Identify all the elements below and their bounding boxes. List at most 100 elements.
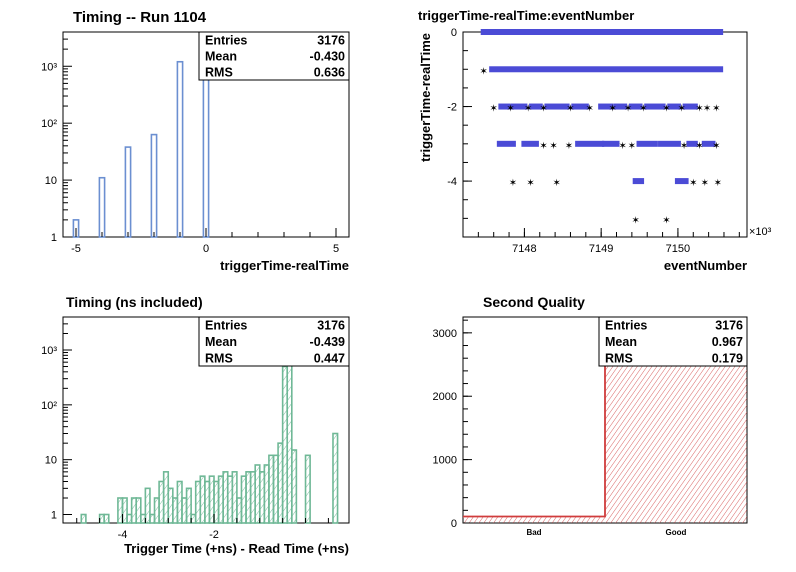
- y-tick-label: 0: [451, 518, 457, 530]
- y-tick-label: 1: [51, 232, 57, 244]
- stats-frame: [198, 316, 350, 367]
- category-label: Good: [666, 528, 687, 537]
- scatter-point: ✶: [695, 104, 703, 115]
- scatter-point: ✶: [632, 215, 640, 226]
- x-tick-label: -4: [118, 529, 128, 541]
- scatter-point: ✶: [712, 104, 720, 115]
- x-tick-label: -2: [209, 529, 219, 541]
- scatter-point: ✶: [524, 104, 532, 115]
- stats-label: RMS: [605, 351, 633, 365]
- scatter-point: ✶: [703, 104, 711, 115]
- x-axis-label: eventNumber: [664, 258, 747, 273]
- scatter-point: ✶: [480, 66, 488, 77]
- scatter-point: ✶: [565, 141, 573, 152]
- stats-value: 3176: [317, 33, 345, 47]
- scatter-point: ✶: [714, 178, 722, 189]
- y-tick-label: 2000: [433, 391, 457, 403]
- scatter-point-cluster: [496, 140, 516, 147]
- stats-label: RMS: [205, 351, 233, 365]
- x-axis-label: triggerTime-realTime: [220, 258, 349, 273]
- scatter-point-cluster: [644, 103, 666, 110]
- panel-second-quality: Second Quality 0 1000 2000 3000 Bad Good Entr…: [433, 294, 748, 537]
- y-tick-label: 10: [45, 455, 57, 467]
- scatter-point-cluster: [682, 103, 698, 110]
- scatter-point: ✶: [624, 104, 632, 115]
- scatter-point: ✶: [695, 141, 703, 152]
- y-tick-label: 10³: [41, 345, 57, 357]
- histogram-bin: [332, 432, 339, 524]
- stats-label: Entries: [605, 319, 647, 333]
- stats-box: Entries 3176 Mean 0.967 RMS 0.179: [598, 316, 748, 367]
- x-tick-label: -5: [71, 243, 81, 255]
- scatter-point-cluster: [480, 29, 724, 35]
- histogram-bin: [80, 513, 87, 524]
- scatter-point-cluster: [598, 103, 614, 110]
- scatter-point: ✶: [539, 104, 547, 115]
- stats-value: 0.447: [314, 351, 345, 365]
- x-tick-label: 0: [203, 243, 209, 255]
- scatter-point-cluster: [686, 140, 698, 147]
- scatter-point-cluster: [521, 140, 539, 147]
- scatter-point: ✶: [552, 178, 560, 189]
- histogram-bin: [185, 487, 192, 524]
- x-tick-label: 5: [333, 243, 339, 255]
- scatter-point-cluster: [701, 140, 716, 147]
- bar: [463, 516, 605, 523]
- panel-scatter: triggerTime-realTime:eventNumber 0 -2 -4 71…: [418, 8, 772, 273]
- stats-frame: [598, 316, 748, 367]
- y-tick-label: -4: [447, 176, 457, 188]
- x-axis-multiplier: ×10³: [749, 226, 772, 238]
- y-tick-label: 10³: [41, 61, 57, 73]
- y-tick-label: 10²: [41, 400, 57, 412]
- scatter-point-cluster: [510, 103, 528, 110]
- stats-frame: [198, 31, 350, 81]
- scatter-point-cluster: [529, 103, 543, 110]
- stats-label: Entries: [205, 319, 247, 333]
- histogram-bin: [304, 454, 311, 524]
- scatter-point: ✶: [628, 141, 636, 152]
- scatter-point: ✶: [639, 104, 647, 115]
- histogram-bin: [103, 513, 110, 524]
- stats-value: 3176: [715, 319, 743, 333]
- panel-timing-ns: Timing (ns included) 1 10 10² 10³ -4 -2 Trigg…: [41, 294, 350, 556]
- scatter-point-cluster: [575, 140, 605, 147]
- scatter-point: ✶: [618, 141, 626, 152]
- chart-title: Timing (ns included): [66, 294, 203, 310]
- scatter-point: ✶: [526, 178, 534, 189]
- stats-box: Entries 3176 Mean -0.430 RMS 0.636: [198, 31, 350, 81]
- scatter-point: ✶: [585, 104, 593, 115]
- plot-area: 1 10 10² 10³ -4 -2: [41, 316, 350, 541]
- stats-value: 0.967: [712, 335, 743, 349]
- histogram-bin: [135, 497, 142, 524]
- scatter-point-cluster: [498, 103, 511, 110]
- scatter-point-cluster: [674, 178, 689, 185]
- scatter-point-cluster: [628, 103, 643, 110]
- scatter-point-cluster: [489, 66, 724, 73]
- chart-title: Timing -- Run 1104: [73, 9, 207, 26]
- panel-timing-run: Timing -- Run 1104 1 10 10² 10³ -5 0 5 trigger…: [41, 9, 350, 273]
- histogram-bin: [176, 60, 184, 238]
- y-tick-label: 1000: [433, 455, 457, 467]
- scatter-point-cluster: [658, 140, 681, 147]
- stats-value: -0.439: [310, 335, 345, 349]
- histogram-bin: [124, 146, 132, 238]
- y-tick-label: 10²: [41, 118, 57, 130]
- scatter-point-cluster: [632, 178, 645, 185]
- plot-area: 1 10 10² 10³ -5 0 5: [41, 31, 350, 255]
- y-axis-label: triggerTime-realTime: [418, 33, 433, 162]
- scatter-point-cluster: [602, 140, 620, 147]
- chart-title: triggerTime-realTime:eventNumber: [418, 8, 634, 23]
- stats-box: Entries 3176 Mean -0.439 RMS 0.447: [198, 316, 350, 367]
- histogram-bin: [121, 497, 128, 524]
- scatter-point-cluster: [544, 103, 570, 110]
- x-tick-label: 7148: [512, 243, 536, 255]
- plot-frame: [462, 31, 748, 238]
- category-label: Bad: [526, 528, 541, 537]
- histogram-bin: [150, 133, 158, 238]
- scatter-point-cluster: [571, 103, 589, 110]
- stats-label: Mean: [205, 49, 237, 63]
- histogram-bin: [98, 176, 106, 238]
- scatter-point: ✶: [549, 141, 557, 152]
